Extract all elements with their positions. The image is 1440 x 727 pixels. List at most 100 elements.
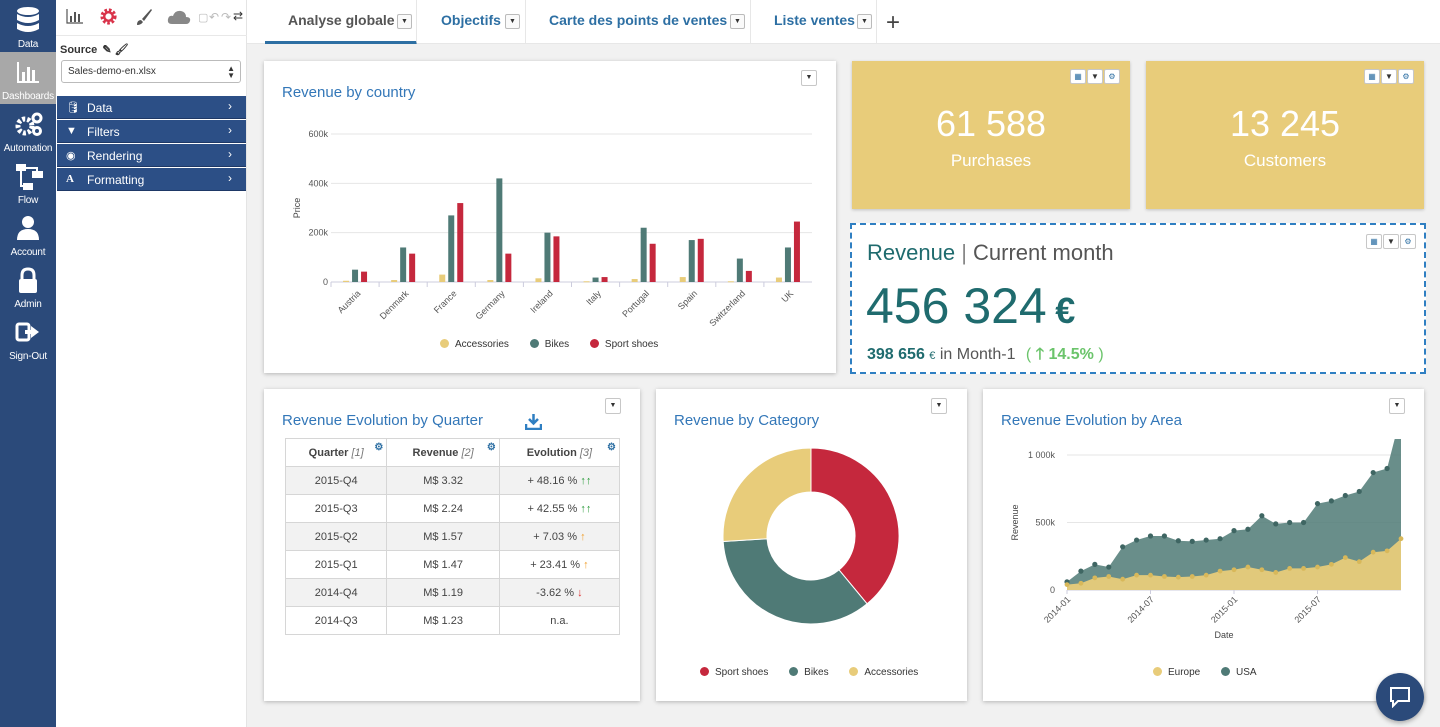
- column-header[interactable]: Revenue [2] ⚙: [386, 438, 500, 467]
- source-select[interactable]: Sales-demo-en.xlsx ▲ ▼: [61, 60, 241, 83]
- nav-sign-out[interactable]: Sign-Out: [0, 312, 56, 364]
- quarter-cell: 2014-Q3: [284, 606, 388, 635]
- point-europe: [1231, 567, 1237, 573]
- legend-item[interactable]: Sport shoes: [700, 667, 768, 678]
- legend-item[interactable]: Bikes: [789, 667, 829, 678]
- legend-item[interactable]: USA: [1221, 667, 1257, 678]
- bar-accessories: [583, 281, 590, 283]
- undo-icon[interactable]: ↶: [209, 10, 220, 24]
- arrow-up-icon: ↑: [580, 530, 586, 543]
- chevron-down-icon[interactable]: ▼: [1381, 69, 1397, 84]
- gear-icon[interactable]: [99, 7, 118, 26]
- y-axis-label: Price: [292, 198, 302, 219]
- gear-icon[interactable]: ⚙: [1398, 69, 1414, 84]
- user-icon: [17, 216, 39, 240]
- nav-data-label: Data: [17, 39, 39, 50]
- bar-chart-icon[interactable]: [66, 8, 84, 24]
- left-navigation: Data Dashboards Automation Flow Account …: [0, 0, 56, 727]
- point-usa: [1356, 488, 1362, 495]
- chevron-down-icon[interactable]: ▼: [1383, 234, 1399, 249]
- revenue-by-category-widget: Revenue by Category ▼ Sport shoes Bikes …: [656, 389, 967, 701]
- kpi-customers-widget: ▦ ▼ ⚙ 13 245 Customers: [1146, 61, 1424, 209]
- section-data[interactable]: 🛢 Data ›: [57, 96, 246, 119]
- point-europe: [1245, 564, 1251, 570]
- revenue-value-row: 456 324 €: [866, 277, 1075, 335]
- column-header[interactable]: Quarter [1] ⚙: [284, 438, 388, 467]
- nav-data[interactable]: Data: [0, 0, 56, 52]
- gear-icon[interactable]: ⚙: [486, 442, 496, 453]
- area-chart-legend: Europe USA: [1153, 667, 1275, 678]
- point-usa: [1078, 568, 1084, 574]
- point-usa: [1273, 521, 1279, 527]
- section-filters[interactable]: ▼ Filters ›: [57, 120, 246, 143]
- widget-buttons: ▦ ▼ ⚙: [1069, 69, 1120, 84]
- download-icon[interactable]: [525, 413, 542, 430]
- chevron-down-icon[interactable]: ▼: [857, 14, 872, 29]
- edit-icon[interactable]: ✎: [102, 44, 112, 56]
- change-value: 14.5%: [1048, 346, 1094, 363]
- bar-bikes: [352, 269, 359, 282]
- section-formatting[interactable]: A Formatting ›: [57, 168, 246, 191]
- chevron-down-icon[interactable]: ▼: [397, 14, 412, 29]
- nav-admin[interactable]: Admin: [0, 260, 56, 312]
- tab-liste-ventes[interactable]: Liste ventes ▼: [751, 0, 877, 44]
- chevron-right-icon: ›: [228, 147, 232, 161]
- tab-objectifs[interactable]: Objectifs ▼: [417, 0, 526, 44]
- gear-icon[interactable]: ⚙: [374, 442, 384, 453]
- revenue-cell: M$ 1.57: [386, 522, 500, 551]
- bar-bikes: [448, 215, 455, 282]
- legend-item[interactable]: Accessories: [440, 339, 509, 350]
- legend-item[interactable]: Europe: [1153, 667, 1200, 678]
- chevron-down-icon[interactable]: ▼: [1087, 69, 1103, 84]
- tab-carte-points-de-ventes[interactable]: Carte des points de ventes ▼: [526, 0, 751, 44]
- nav-dashboards[interactable]: Dashboards: [0, 52, 56, 104]
- bar-bikes: [640, 227, 647, 282]
- bar-accessories: [775, 277, 782, 282]
- add-tab-button[interactable]: +: [886, 9, 901, 36]
- nav-flow[interactable]: Flow: [0, 156, 56, 208]
- table-icon[interactable]: ▦: [1366, 234, 1382, 249]
- chat-button[interactable]: [1376, 673, 1424, 721]
- gear-icon[interactable]: ⚙: [607, 442, 616, 453]
- tab-analyse-globale[interactable]: Analyse globale ▼: [265, 0, 417, 45]
- widget-menu-button[interactable]: ▼: [605, 398, 621, 414]
- widget-menu-button[interactable]: ▼: [931, 398, 947, 414]
- nav-automation[interactable]: Automation: [0, 104, 56, 156]
- point-europe: [1078, 580, 1084, 586]
- legend-item[interactable]: Accessories: [849, 667, 918, 678]
- bar-bikes: [592, 277, 599, 282]
- kpi-value: 13 245: [1229, 103, 1341, 144]
- y-axis-label: Revenue: [1010, 504, 1020, 540]
- evolution-cell: n.a.: [498, 606, 621, 635]
- chevron-down-icon[interactable]: ▼: [730, 14, 745, 29]
- legend-item[interactable]: Sport shoes: [589, 339, 658, 350]
- table-icon[interactable]: ▦: [1070, 69, 1086, 84]
- prev-value: 398 656: [867, 346, 925, 363]
- revenue-cell: M$ 1.19: [386, 578, 500, 607]
- legend-item[interactable]: Bikes: [529, 339, 569, 350]
- widget-menu-button[interactable]: ▼: [1389, 398, 1405, 414]
- redo-icon[interactable]: ↷: [221, 10, 232, 24]
- point-usa: [1147, 533, 1154, 539]
- brush-icon[interactable]: [135, 8, 153, 26]
- gear-icon[interactable]: ⚙: [1104, 69, 1120, 84]
- swap-icon[interactable]: ⇄: [233, 9, 244, 23]
- bar-sport-shoes: [409, 253, 416, 282]
- tab-label: Analyse globale: [288, 12, 395, 28]
- tab-label: Carte des points de ventes: [549, 12, 728, 28]
- chevron-down-icon[interactable]: ▼: [505, 14, 520, 29]
- cloud-icon[interactable]: [167, 9, 191, 25]
- revenue-current-month-widget[interactable]: ▦ ▼ ⚙ Revenue | Current month 456 324 € 39…: [850, 223, 1426, 374]
- column-header[interactable]: Evolution [3] ⚙: [498, 438, 621, 467]
- section-rendering[interactable]: ◉ Rendering ›: [57, 144, 246, 167]
- gear-icon[interactable]: ⚙: [1400, 234, 1416, 249]
- point-europe: [1189, 574, 1195, 579]
- arrow-down-icon: ↓: [577, 586, 583, 599]
- table-icon[interactable]: ▦: [1364, 69, 1380, 84]
- evolution-value: n.a.: [550, 614, 569, 627]
- nav-account[interactable]: Account: [0, 208, 56, 260]
- widget-menu-button[interactable]: ▼: [801, 70, 817, 86]
- brush-icon[interactable]: 🖌: [114, 44, 129, 56]
- copy-icon[interactable]: ▢: [198, 12, 209, 24]
- evolution-value: + 42.55 %: [527, 502, 581, 515]
